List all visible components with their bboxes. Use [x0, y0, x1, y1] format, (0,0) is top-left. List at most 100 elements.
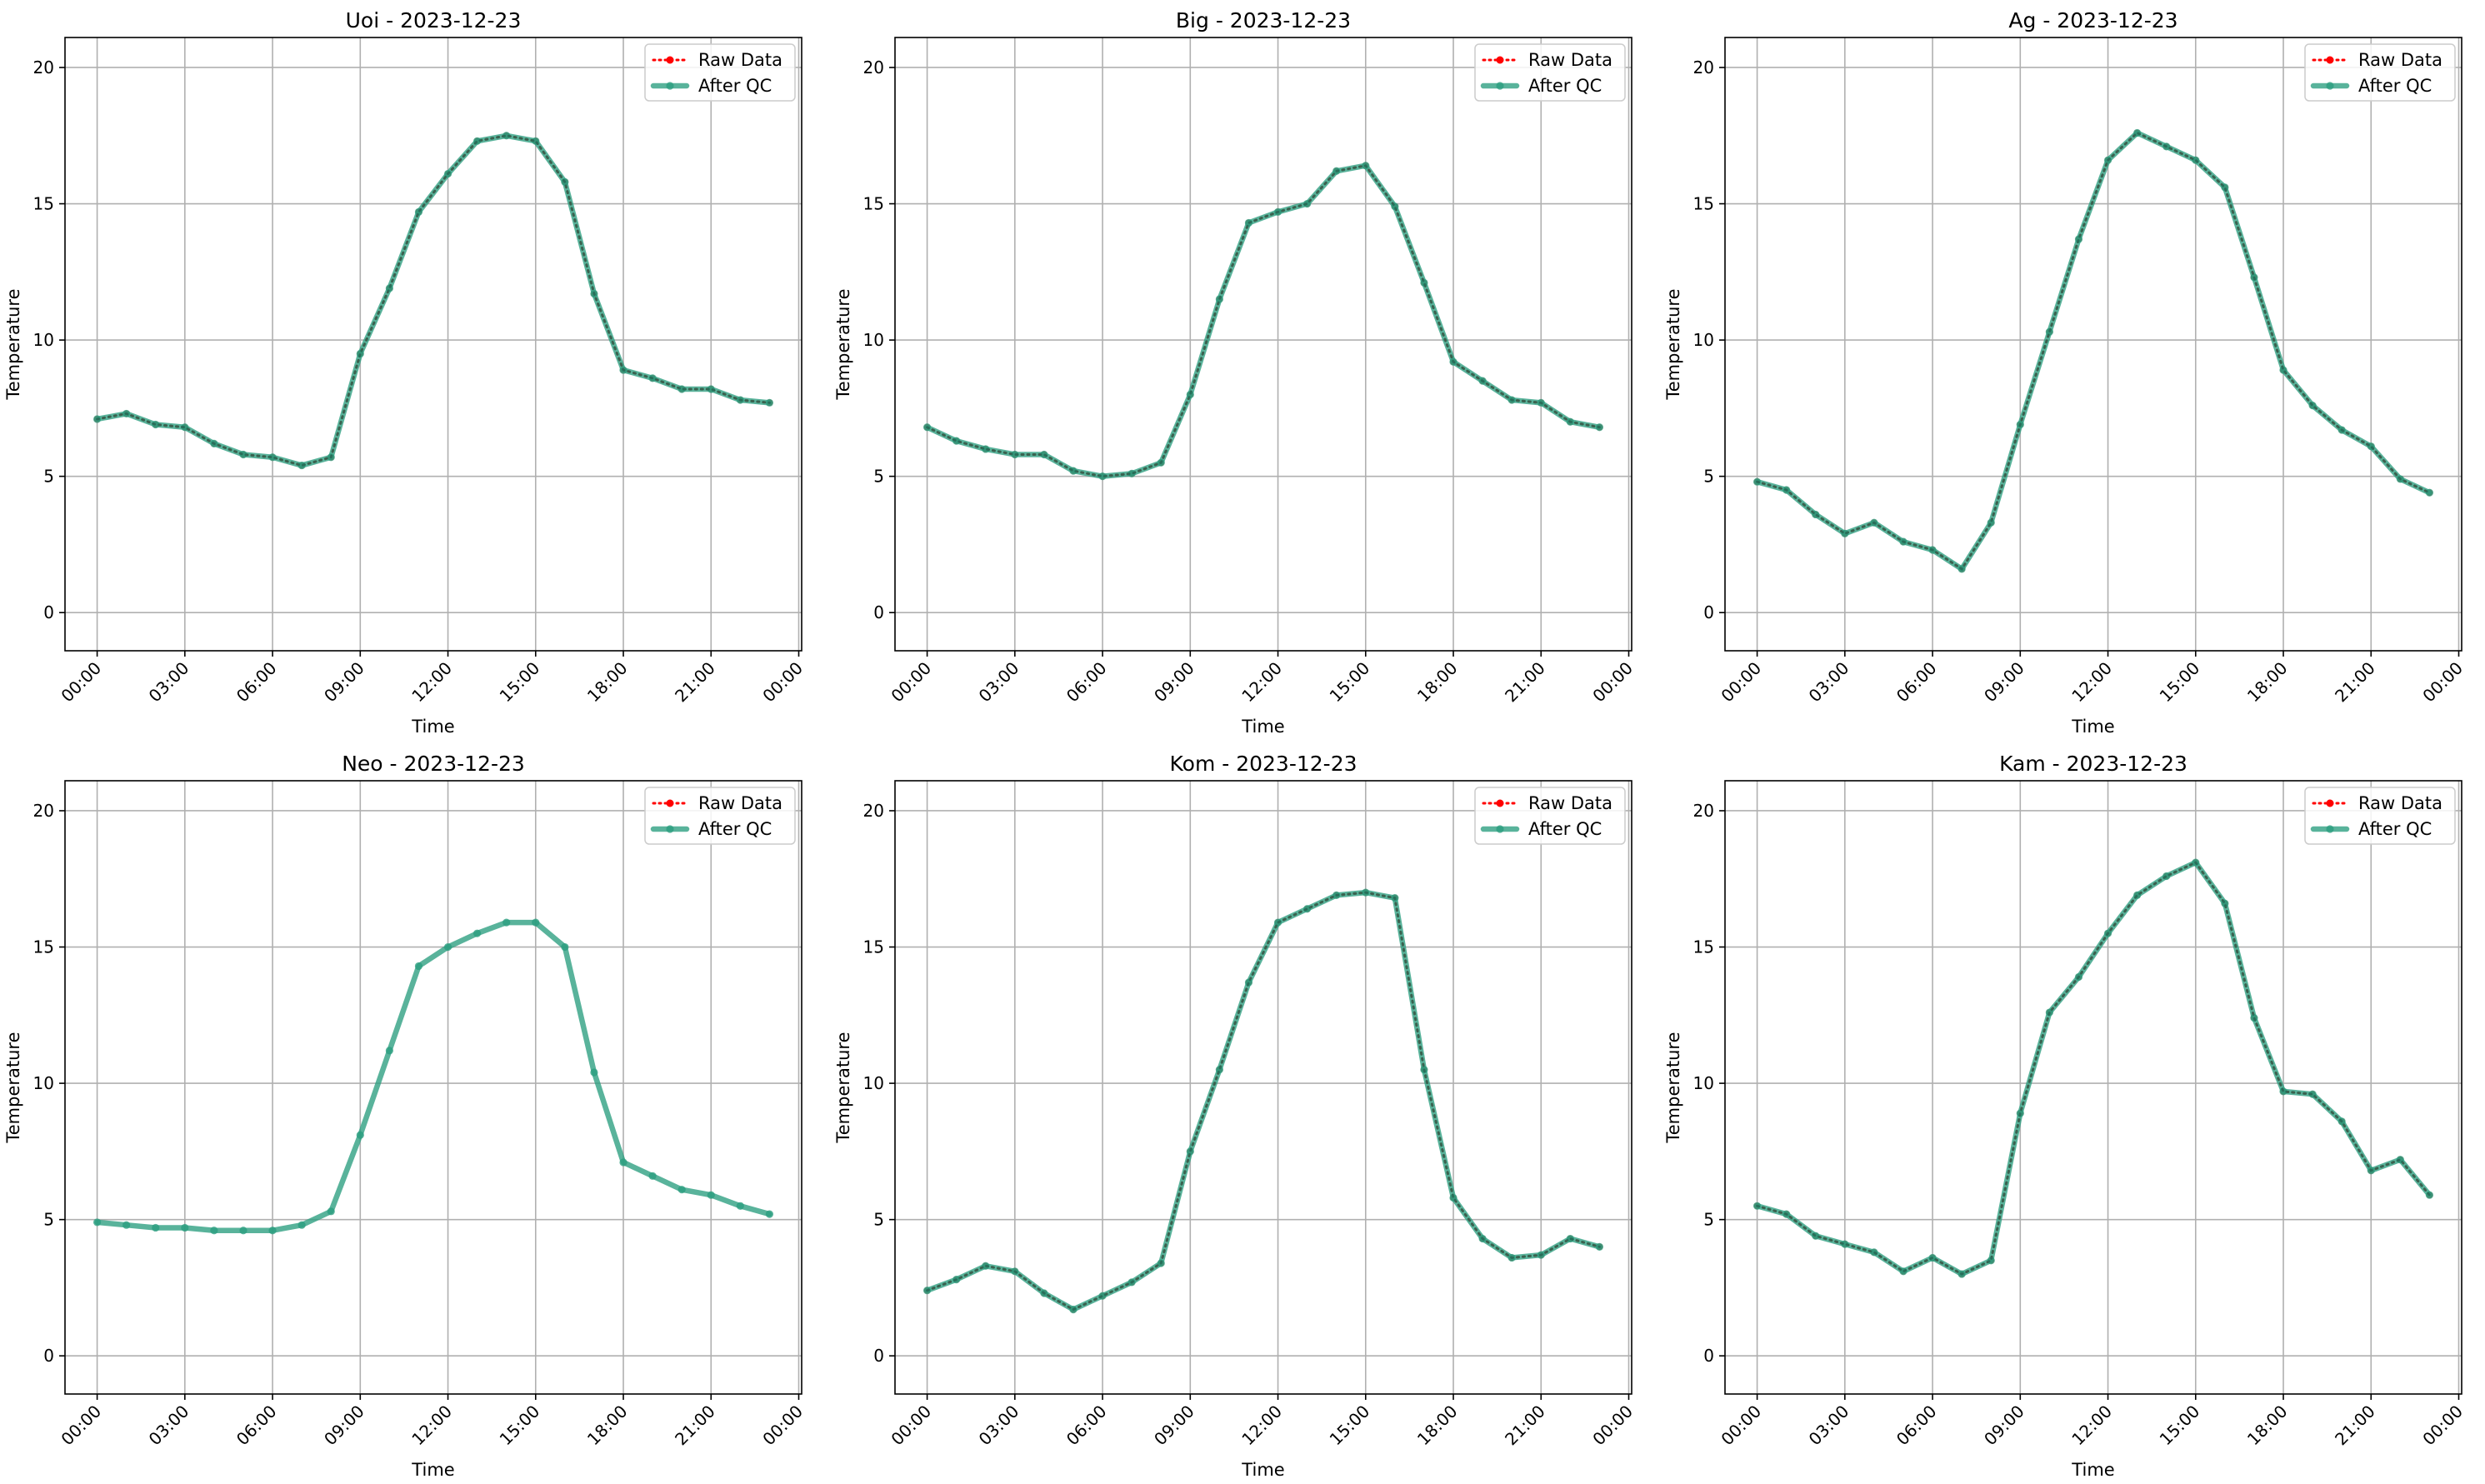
plot-area	[895, 37, 1632, 651]
y-tick-label: 10	[863, 1073, 884, 1093]
chart-panel-4: 00:00 03:00 06:00 09:00 12:00 15:00 18:00 21:00…	[3, 752, 807, 1480]
chart-title: Big - 2023-12-23	[1176, 8, 1351, 32]
y-axis-ticks: 0 5 10 15 20	[863, 801, 895, 1366]
legend: Raw Data After QC	[1474, 787, 1626, 845]
legend: Raw Data After QC	[644, 43, 796, 102]
legend-handle-marker	[666, 82, 674, 90]
y-tick-label: 10	[863, 330, 884, 350]
legend-handle-marker	[666, 56, 674, 64]
data-point	[765, 1210, 774, 1218]
y-tick-label: 0	[873, 1346, 884, 1366]
legend-handle-marker	[2326, 82, 2334, 90]
legend-entry-label: Raw Data	[698, 50, 782, 70]
y-tick-label: 20	[863, 57, 884, 77]
x-axis-label: Time	[411, 717, 454, 737]
data-point	[502, 132, 511, 140]
legend-entry-label: After QC	[698, 819, 772, 839]
y-axis-label: Temperature	[3, 288, 23, 400]
axes-frame	[64, 37, 802, 652]
plot-area	[1725, 781, 2462, 1394]
data-point	[268, 453, 277, 462]
y-tick-label: 0	[1703, 602, 1714, 622]
legend-handle-marker	[666, 825, 674, 833]
plot-area	[65, 781, 802, 1394]
legend-entry-label: Raw Data	[1528, 50, 1612, 70]
data-point	[648, 1172, 657, 1180]
y-tick-label: 15	[33, 937, 54, 957]
y-axis-label: Temperature	[1663, 288, 1683, 400]
legend-entry-label: After QC	[2358, 76, 2432, 96]
y-tick-label: 0	[1703, 1346, 1714, 1366]
y-axis-label: Temperature	[3, 1032, 23, 1143]
axes-frame	[1724, 37, 2462, 652]
legend-handle-marker	[2326, 825, 2334, 833]
data-point	[1098, 472, 1107, 481]
data-point	[181, 1223, 189, 1232]
legend: Raw Data After QC	[644, 787, 796, 845]
y-tick-label: 15	[1693, 194, 1714, 214]
legend-handle-marker	[1496, 825, 1504, 833]
data-point	[152, 1223, 160, 1232]
data-point	[356, 1131, 364, 1139]
y-tick-label: 20	[863, 801, 884, 821]
legend: Raw Data After QC	[2304, 43, 2456, 102]
grid	[65, 781, 802, 1394]
y-axis-label: Temperature	[1663, 1032, 1683, 1143]
legend-entry-label: After QC	[2358, 819, 2432, 839]
series-line	[94, 919, 772, 1233]
data-point	[239, 1227, 248, 1235]
data-point	[327, 1207, 335, 1216]
y-axis-ticks: 0 5 10 15 20	[863, 57, 895, 622]
y-tick-label: 5	[1703, 1210, 1714, 1230]
data-point	[707, 1191, 715, 1199]
y-tick-label: 5	[873, 467, 884, 487]
chart-title: Kam - 2023-12-23	[1999, 752, 2188, 776]
grid	[65, 37, 802, 651]
y-tick-label: 5	[43, 467, 54, 487]
legend-handle-marker	[1496, 799, 1504, 807]
plot-area	[65, 37, 802, 651]
legend: Raw Data After QC	[1474, 43, 1626, 102]
axes-frame	[894, 780, 1632, 1395]
data-point	[298, 1221, 306, 1229]
legend-entry-label: Raw Data	[1528, 793, 1612, 813]
legend-entry-label: Raw Data	[2358, 50, 2442, 70]
data-point	[561, 942, 569, 952]
chart-title: Uoi - 2023-12-23	[346, 8, 522, 32]
y-tick-label: 0	[873, 602, 884, 622]
data-point	[122, 1221, 131, 1229]
legend-entry-label: After QC	[1528, 76, 1602, 96]
data-point	[473, 929, 482, 937]
data-point	[736, 1202, 744, 1210]
y-axis-ticks: 0 5 10 15 20	[1693, 801, 1725, 1366]
y-axis-ticks: 0 5 10 15 20	[33, 801, 65, 1366]
y-tick-label: 10	[33, 1073, 54, 1093]
data-point	[414, 962, 423, 971]
data-point	[443, 942, 452, 952]
x-axis-label: Time	[1241, 1460, 1284, 1480]
data-point	[92, 1218, 102, 1227]
data-point	[532, 918, 540, 927]
overlap-line	[1756, 131, 2431, 571]
y-tick-label: 0	[43, 1346, 54, 1366]
axes-frame	[1724, 780, 2462, 1395]
data-point	[1841, 1240, 1849, 1248]
x-axis-label: Time	[2071, 717, 2114, 737]
y-tick-label: 5	[1703, 467, 1714, 487]
y-tick-label: 20	[33, 57, 54, 77]
legend-entry-label: Raw Data	[698, 793, 782, 813]
axes-frame	[894, 37, 1632, 652]
y-axis-label: Temperature	[833, 288, 853, 400]
chart-panel-3: 00:00 03:00 06:00 09:00 12:00 15:00 18:00 21:00…	[1663, 8, 2467, 737]
data-point	[590, 1068, 598, 1077]
x-axis-label: Time	[1241, 717, 1284, 737]
legend-handle-marker	[1496, 56, 1504, 64]
data-point	[678, 1186, 686, 1194]
chart-panel-1: 00:00 03:00 06:00 09:00 12:00 15:00 18:00 21:00…	[3, 8, 807, 737]
y-axis-ticks: 0 5 10 15 20	[33, 57, 65, 622]
plot-area	[895, 781, 1632, 1394]
plot-area	[1725, 37, 2462, 651]
y-axis-ticks: 0 5 10 15 20	[1693, 57, 1725, 622]
y-tick-label: 10	[33, 330, 54, 350]
